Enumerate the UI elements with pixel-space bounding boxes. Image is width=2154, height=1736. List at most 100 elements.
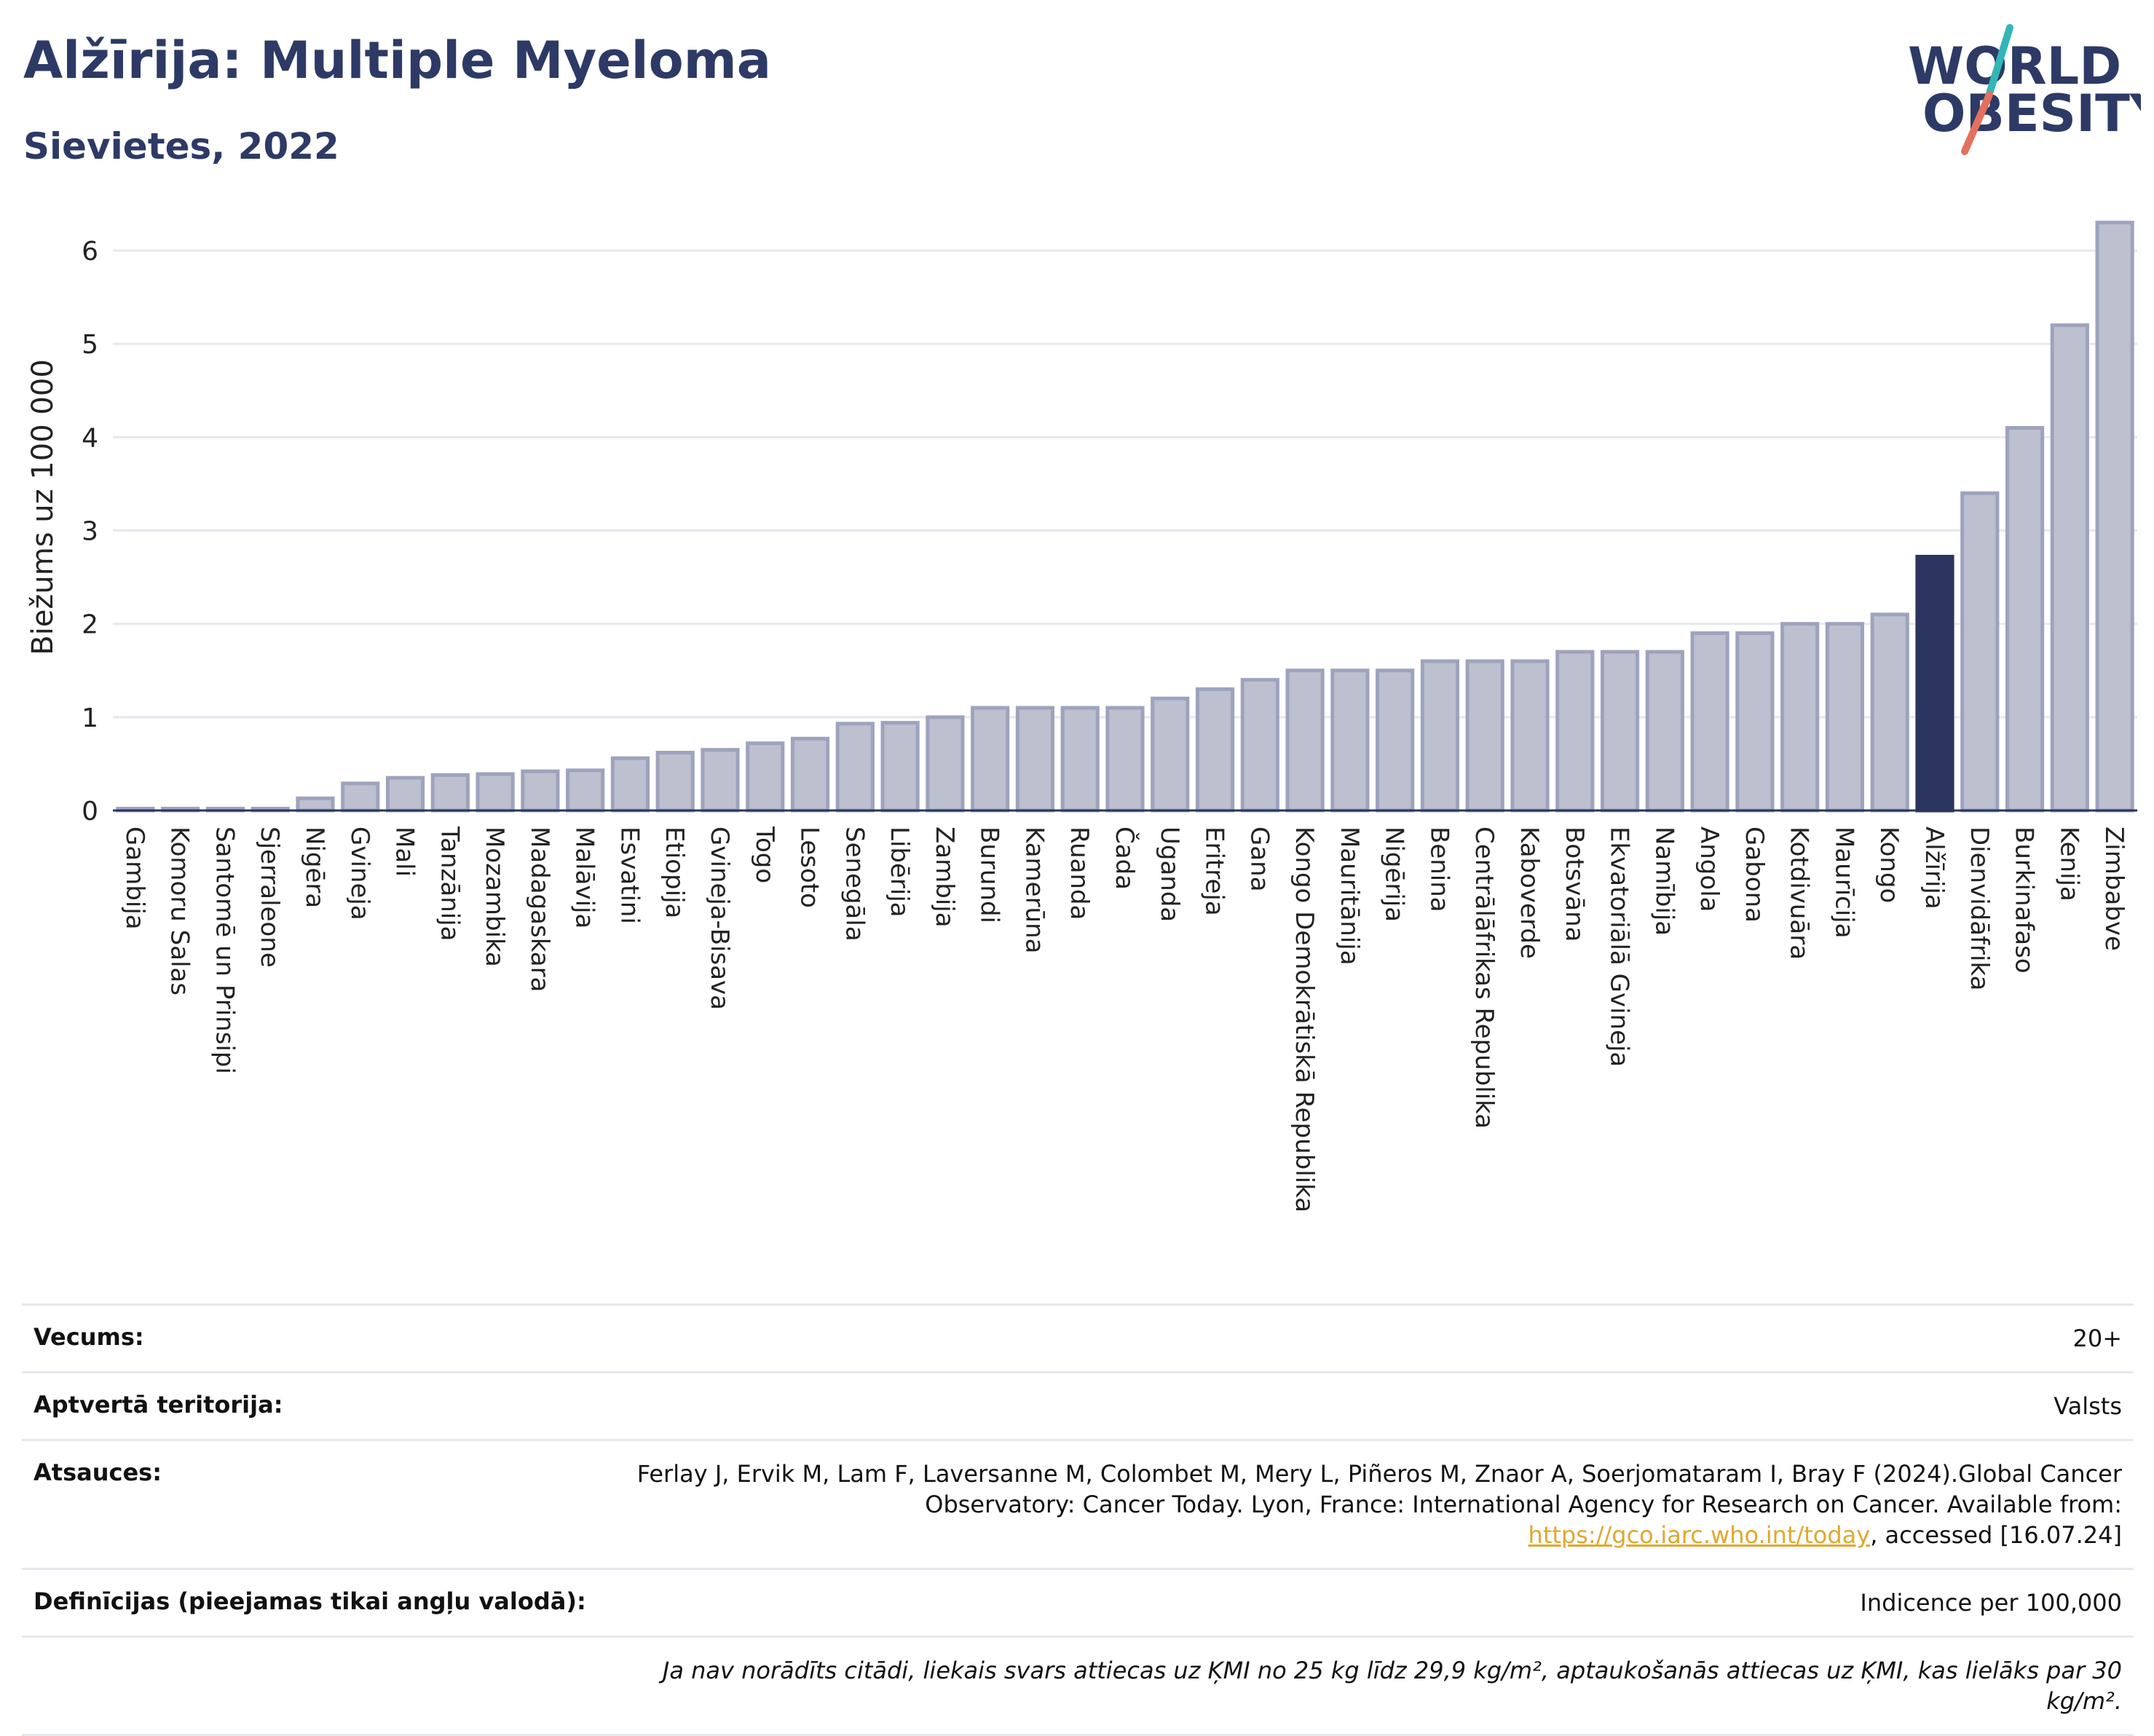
y-tick-label: 1 — [82, 703, 98, 733]
world-obesity-logo: WORLD OBESITY — [1908, 24, 2141, 155]
bar-Burundi — [971, 706, 1010, 813]
x-tick-label: Ruanda — [1065, 826, 1094, 920]
info-row-coverage: Aptvertā teritorija: Valsts — [22, 1371, 2134, 1439]
bar-Ruanda — [1060, 706, 1100, 813]
x-tick-label: Komoru Salas — [165, 826, 194, 995]
info-row-references: Atsauces: Ferlay J, Ervik M, Lam F, Lave… — [22, 1439, 2134, 1568]
logo-line-obesity: OBESITY — [1922, 84, 2141, 143]
bar-Gvineja-Bisava — [701, 748, 740, 813]
x-tick-label: Libērija — [885, 826, 914, 918]
bar-Čada — [1105, 706, 1145, 813]
x-tick-label: Madagaskara — [525, 826, 554, 992]
y-tick-label: 3 — [82, 517, 98, 547]
y-axis-label: Biežums uz 100 000 — [26, 359, 60, 655]
references-text: Ferlay J, Ervik M, Lam F, Laversanne M, … — [636, 1460, 2122, 1518]
bar-Mauritānija — [1330, 668, 1370, 813]
bar-Tanzānija — [430, 773, 470, 813]
x-tick-label: Mauritānija — [1335, 826, 1364, 966]
logo-slash-teal — [1984, 24, 2013, 102]
x-tick-label: Centrālāfrikas Republika — [1469, 826, 1499, 1129]
bar-chart: 0 1 2 3 4 5 6 Gambija Komoru Salas Santomē un Pr… — [26, 221, 2137, 1212]
bar-Nigērija — [1376, 668, 1415, 813]
logo-line-world: WORLD — [1908, 36, 2121, 96]
info-row-note: Ja nav norādīts citādi, liekais svars at… — [22, 1636, 2134, 1736]
coverage-label: Aptvertā teritorija: — [33, 1391, 283, 1419]
definitions-label: Definīcijas (pieejamas tikai angļu valod… — [33, 1587, 586, 1615]
bar-Togo — [746, 741, 785, 813]
bar-Kongo — [1870, 612, 1909, 813]
bar-Kamerūna — [1015, 706, 1055, 813]
bar-Zimbabve — [2095, 221, 2134, 813]
bar-Benina — [1420, 659, 1460, 813]
x-tick-label: Kongo — [1874, 826, 1904, 903]
info-table: Vecums: 20+ Aptvertā teritorija: Valsts … — [22, 1303, 2134, 1736]
x-tick-label: Tanzānija — [435, 826, 464, 941]
x-tick-label: Botsvāna — [1560, 826, 1589, 942]
info-row-age: Vecums: 20+ — [22, 1303, 2134, 1371]
x-tick-label: Sjerraleone — [255, 826, 284, 968]
x-tick-label: Alžīrija — [1920, 826, 1949, 910]
bar-Zambija — [926, 715, 965, 813]
references-tail: , accessed [16.07.24] — [1870, 1521, 2122, 1549]
bar-Etiopija — [655, 751, 695, 813]
x-tick-label: Zimbabve — [2099, 826, 2129, 951]
bar-Namībija — [1645, 650, 1684, 813]
x-tick-label: Kamerūna — [1019, 826, 1049, 953]
x-tick-label: Nigēra — [300, 826, 329, 908]
references-value: Ferlay J, Ervik M, Lam F, Laversanne M, … — [607, 1459, 2122, 1550]
bar-Libērija — [880, 721, 920, 813]
x-tick-label: Kotdivuāra — [1785, 826, 1814, 960]
x-tick-label: Senegāla — [840, 826, 869, 942]
x-tick-label: Togo — [750, 826, 779, 883]
bar-Mali — [385, 776, 425, 813]
bar-Angola — [1690, 631, 1729, 813]
footnote: Ja nav norādīts citādi, liekais svars at… — [662, 1657, 2122, 1715]
definitions-value: Indicence per 100,000 — [1860, 1589, 2122, 1617]
x-tick-label: Mozambika — [480, 826, 509, 967]
bar-Dienvidāfrika — [1960, 491, 2000, 813]
x-tick-label: Santomē un Prinsipi — [210, 826, 239, 1074]
x-tick-labels: Gambija Komoru Salas Santomē un Prinsipi Sj… — [120, 826, 2129, 1212]
bar-Alžīrija — [1915, 554, 1954, 813]
x-tick-label: Dienvidāfrika — [1965, 826, 1994, 990]
bar-Ekvatoriālā Gvineja — [1600, 650, 1640, 813]
bars — [116, 221, 2134, 813]
bar-Botsvāna — [1555, 650, 1595, 813]
bar-Uganda — [1151, 696, 1190, 813]
y-tick-label: 4 — [82, 423, 98, 453]
x-tick-label: Malāvija — [570, 826, 599, 928]
y-tick-labels: 0 1 2 3 4 5 6 — [82, 237, 98, 826]
x-tick-label: Maurīcija — [1829, 826, 1858, 939]
x-tick-label: Gabona — [1740, 826, 1769, 923]
bar-Nigēra — [296, 796, 335, 813]
x-tick-label: Burundi — [975, 826, 1004, 923]
bar-Centrālāfrikas Republika — [1465, 659, 1504, 813]
bar-Kotdivuāra — [1780, 622, 1820, 813]
logo-slash-coral — [1961, 91, 1993, 155]
x-tick-label: Eritreja — [1200, 826, 1229, 916]
bar-Malāvija — [566, 768, 605, 813]
x-tick-label: Zambija — [930, 826, 959, 928]
page-subtitle: Sievietes, 2022 — [23, 125, 339, 167]
x-tick-label: Angola — [1695, 826, 1724, 912]
x-tick-label: Nigērija — [1380, 826, 1409, 922]
info-row-definitions: Definīcijas (pieejamas tikai angļu valod… — [22, 1568, 2134, 1636]
references-link[interactable]: https://gco.iarc.who.int/today — [1528, 1521, 1871, 1549]
x-tick-label: Burkinafaso — [2010, 826, 2039, 974]
age-value: 20+ — [2072, 1325, 2122, 1352]
bar-Kenija — [2050, 323, 2089, 813]
x-tick-label: Namībija — [1649, 826, 1678, 936]
bar-Mozambika — [476, 772, 515, 813]
x-tick-label: Kaboverde — [1515, 826, 1544, 959]
bar-Eritreja — [1195, 687, 1235, 813]
bar-Lesoto — [790, 736, 830, 813]
x-tick-label: Gvineja-Bisava — [705, 826, 734, 1010]
bar-Gana — [1240, 678, 1279, 813]
references-label: Atsauces: — [33, 1459, 162, 1486]
x-tick-label: Lesoto — [795, 826, 824, 908]
x-tick-label: Etiopija — [660, 826, 689, 918]
x-tick-label: Uganda — [1155, 826, 1184, 922]
x-tick-label: Kenija — [2054, 826, 2083, 901]
x-tick-label: Čada — [1110, 826, 1140, 890]
bar-Maurīcija — [1825, 622, 1865, 813]
